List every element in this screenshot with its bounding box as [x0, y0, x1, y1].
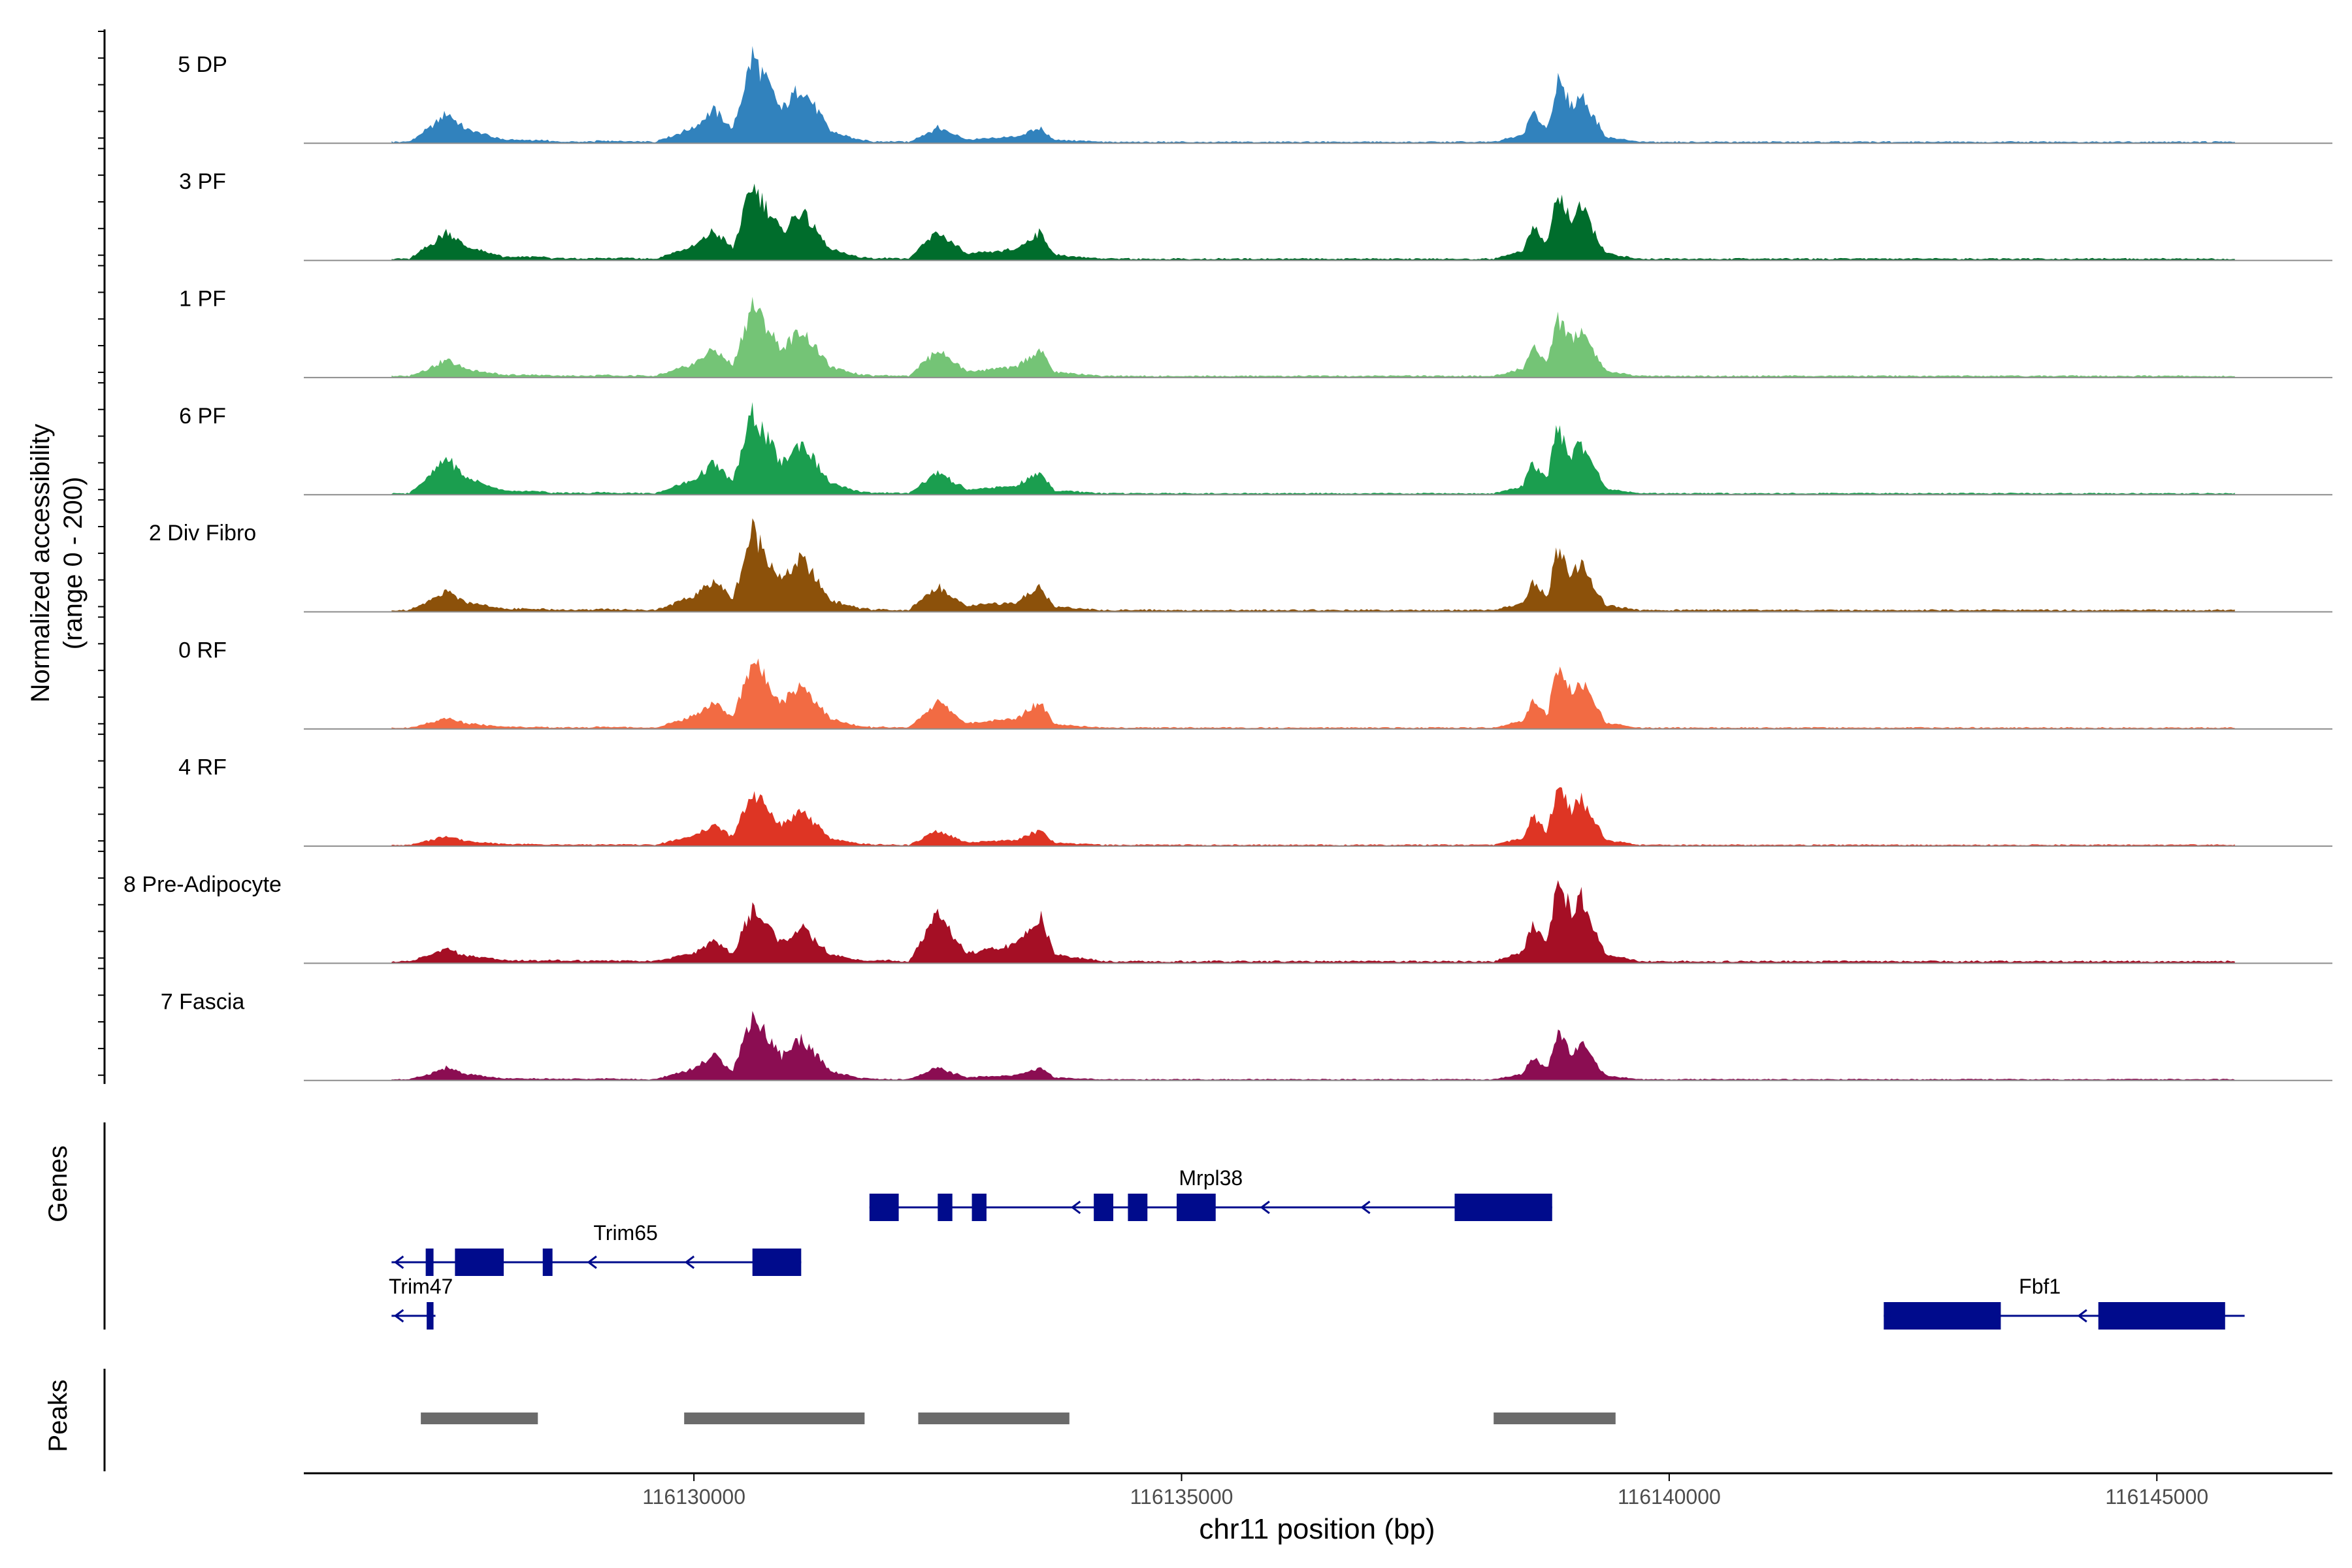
x-tick-label: 116140000 [1618, 1485, 1721, 1509]
x-axis: 116130000 116135000 116140000 116145000 [304, 1472, 2332, 1509]
track-label-6-pf: 6 PF [179, 404, 226, 429]
track-5-dp: 5 DP [178, 46, 2332, 144]
track-2-div-fibro: 2 Div Fibro [149, 518, 2332, 613]
strand-arrow-icon [587, 1255, 597, 1269]
strand-arrow-icon [684, 1255, 695, 1269]
coverage-area-7-fascia [391, 1011, 2235, 1081]
gene-label-fbf1: Fbf1 [2019, 1275, 2061, 1298]
strand-arrow-icon [393, 1255, 404, 1269]
coverage-area-4-rf [391, 787, 2235, 847]
gene-trim47: Trim47 [389, 1275, 453, 1330]
peak-region [421, 1413, 538, 1424]
genes-track-label: Genes [44, 1145, 73, 1222]
strand-arrow-icon [1070, 1200, 1081, 1215]
strand-arrow-icon [1260, 1200, 1270, 1215]
track-label-7-fascia: 7 Fascia [161, 989, 245, 1014]
y-axis-label-line1: Normalized accessibility [26, 424, 55, 703]
gene-exon [427, 1302, 434, 1330]
strand-arrow-icon [393, 1309, 404, 1323]
peak-region [1494, 1413, 1616, 1424]
gene-fbf1: Fbf1 [1884, 1275, 2245, 1330]
y-axis-label-line2: (range 0 - 200) [59, 477, 88, 650]
coverage-area-2-div-fibro [391, 518, 2235, 612]
track-label-2-div-fibro: 2 Div Fibro [149, 521, 256, 546]
track-1-pf: 1 PF [179, 287, 2332, 378]
gene-trim65: Trim65 [391, 1221, 802, 1276]
gene-track: Trim65 Mrpl38 Trim47 Fbf1 [103, 1122, 2245, 1330]
track-label-8-pre-adipocyte: 8 Pre-Adipocyte [123, 872, 282, 897]
strand-arrow-icon [2077, 1309, 2087, 1323]
y-axis [98, 29, 106, 1085]
gene-mrpl38: Mrpl38 [869, 1166, 1552, 1221]
track-4-rf: 4 RF [178, 755, 2332, 847]
track-0-rf: 0 RF [178, 638, 2332, 730]
gene-exon [752, 1249, 802, 1276]
peak-region [684, 1413, 865, 1424]
gene-exon [938, 1194, 953, 1221]
gene-exon [425, 1249, 434, 1276]
gene-exon [1454, 1194, 1552, 1221]
track-label-0-rf: 0 RF [178, 638, 227, 662]
gene-exon [972, 1194, 987, 1221]
coverage-area-6-pf [391, 402, 2235, 495]
coverage-area-1-pf [391, 297, 2235, 378]
coverage-area-3-pf [391, 184, 2235, 261]
gene-exon [2098, 1302, 2225, 1330]
strand-arrow-icon [872, 1200, 882, 1215]
gene-exon [1884, 1302, 2001, 1330]
gene-exon [542, 1249, 553, 1276]
track-label-5-dp: 5 DP [178, 52, 227, 77]
track-7-fascia: 7 Fascia [161, 989, 2332, 1081]
track-label-3-pf: 3 PF [179, 169, 226, 194]
gene-exon [455, 1249, 504, 1276]
track-6-pf: 6 PF [179, 402, 2332, 496]
peaks-track-label: Peaks [44, 1379, 73, 1452]
strand-arrow-icon [1886, 1309, 1897, 1323]
gene-exon [1094, 1194, 1114, 1221]
track-label-4-rf: 4 RF [178, 755, 227, 780]
x-tick-label: 116135000 [1130, 1485, 1233, 1509]
gene-label-trim65: Trim65 [593, 1221, 657, 1245]
strand-arrow-icon [1360, 1200, 1371, 1215]
gene-exon [1177, 1194, 1216, 1221]
gene-label-trim47: Trim47 [389, 1275, 453, 1298]
x-tick-label: 116145000 [2105, 1485, 2208, 1509]
gene-label-mrpl38: Mrpl38 [1179, 1166, 1243, 1190]
track-8-pre-adipocyte: 8 Pre-Adipocyte [123, 872, 2332, 964]
peak-region [918, 1413, 1070, 1424]
coverage-area-5-dp [391, 46, 2235, 144]
coverage-area-0-rf [391, 658, 2235, 729]
peak-track [103, 1369, 1616, 1471]
coverage-area-8-pre-adipocyte [391, 880, 2235, 964]
track-3-pf: 3 PF [179, 169, 2332, 261]
coverage-tracks: 5 DP 3 PF 1 PF 6 PF 2 Div Fibro 0 RF 4 RF 8 Pre… [123, 46, 2332, 1081]
gene-exon [1128, 1194, 1148, 1221]
x-tick-label: 116130000 [642, 1485, 745, 1509]
track-label-1-pf: 1 PF [179, 287, 226, 312]
x-axis-label: chr11 position (bp) [1199, 1513, 1435, 1545]
